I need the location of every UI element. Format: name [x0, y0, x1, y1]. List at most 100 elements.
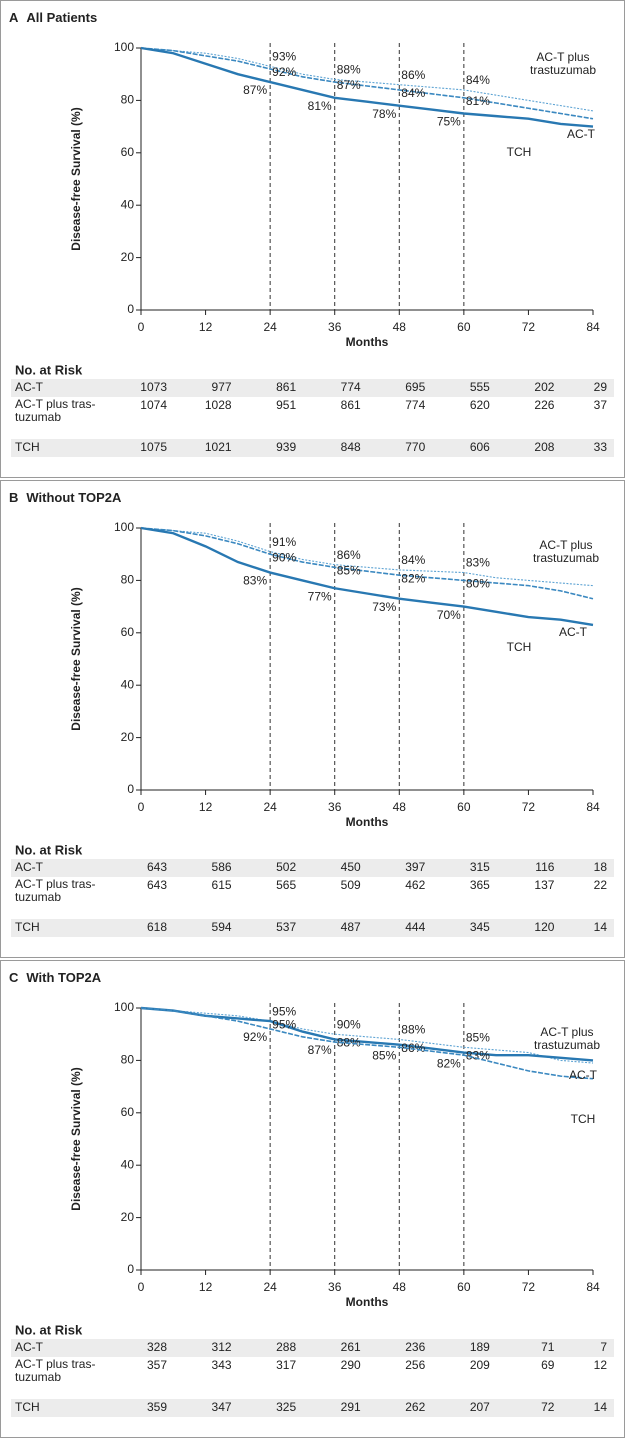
risk-value: 256 — [405, 1358, 425, 1372]
survival-curve — [140, 527, 594, 600]
y-tick-label: 20 — [121, 1210, 135, 1224]
risk-value: 502 — [276, 860, 296, 874]
landmark-label: 84% — [401, 86, 425, 100]
risk-value: 594 — [212, 920, 232, 934]
y-tick-label: 20 — [121, 250, 135, 264]
y-axis-label: Disease-free Survival (%) — [69, 107, 83, 250]
x-tick-label: 36 — [328, 800, 342, 814]
panel-title: B Without TOP2A — [9, 490, 122, 505]
landmark-label: 83% — [466, 556, 490, 570]
landmark-label: 85% — [372, 1048, 396, 1062]
landmark-label: 81% — [466, 94, 490, 108]
landmark-label: 84% — [401, 553, 425, 567]
risk-value: 189 — [470, 1340, 490, 1354]
risk-value: 620 — [470, 398, 490, 412]
risk-value: 951 — [276, 398, 296, 412]
y-tick-label: 60 — [121, 625, 135, 639]
risk-value: 606 — [470, 440, 490, 454]
survival-curve — [140, 47, 594, 112]
panel-letter: C — [9, 970, 19, 985]
risk-value: 202 — [534, 380, 554, 394]
risk-value: 618 — [147, 920, 167, 934]
risk-value: 848 — [341, 440, 361, 454]
x-tick-label: 12 — [199, 1280, 213, 1294]
y-tick-label: 40 — [121, 677, 135, 691]
landmark-label: 75% — [437, 115, 461, 129]
landmark-label: 80% — [466, 577, 490, 591]
curve-label: TCH — [506, 145, 532, 159]
x-tick-label: 84 — [586, 1280, 600, 1294]
risk-value: 71 — [541, 1340, 555, 1354]
panel-title: A All Patients — [9, 10, 97, 25]
x-tick-label: 36 — [328, 1280, 342, 1294]
risk-row-label: TCH — [15, 920, 40, 934]
risk-value: 261 — [341, 1340, 361, 1354]
risk-row-label: TCH — [15, 440, 40, 454]
panel-letter: A — [9, 10, 19, 25]
row-band — [11, 919, 614, 937]
curve-label: AC-T — [569, 1068, 597, 1082]
row-band — [11, 439, 614, 457]
risk-value: 209 — [470, 1358, 490, 1372]
chart: C With TOP2A 0 20 40 60 80 100 0 12 24 36 48 60 72 84 Mo… — [9, 970, 614, 1417]
y-tick-label: 60 — [121, 145, 135, 159]
risk-row-label: AC-T plus tras-tuzumab — [15, 1357, 96, 1384]
risk-value: 315 — [470, 860, 490, 874]
x-tick-label: 72 — [522, 1280, 536, 1294]
chart: A All Patients 0 20 40 60 80 100 0 12 24 36 48 60 72 84… — [9, 10, 614, 457]
x-axis-label: Months — [346, 815, 389, 829]
risk-value: 343 — [212, 1358, 232, 1372]
risk-value: 586 — [212, 860, 232, 874]
risk-value: 487 — [341, 920, 361, 934]
risk-value: 643 — [147, 878, 167, 892]
risk-value: 37 — [594, 398, 608, 412]
risk-value: 615 — [212, 878, 232, 892]
risk-value: 537 — [276, 920, 296, 934]
landmark-label: 82% — [437, 1056, 461, 1070]
x-tick-label: 12 — [199, 800, 213, 814]
risk-value: 509 — [341, 878, 361, 892]
title: With TOP2A — [26, 970, 101, 985]
risk-value: 7 — [600, 1340, 607, 1354]
landmark-label: 92% — [243, 1030, 267, 1044]
x-tick-label: 60 — [457, 320, 471, 334]
landmark-label: 87% — [308, 1043, 332, 1057]
risk-value: 347 — [212, 1400, 232, 1414]
risk-value: 312 — [212, 1340, 232, 1354]
risk-value: 29 — [594, 380, 608, 394]
risk-row-label: AC-T plus tras-tuzumab — [15, 397, 96, 424]
risk-value: 357 — [147, 1358, 167, 1372]
risk-value: 1021 — [205, 440, 232, 454]
risk-value: 137 — [534, 878, 554, 892]
x-tick-label: 0 — [138, 800, 145, 814]
risk-value: 365 — [470, 878, 490, 892]
x-tick-label: 84 — [586, 800, 600, 814]
survival-curve — [140, 47, 594, 120]
landmark-label: 82% — [401, 571, 425, 585]
x-tick-label: 84 — [586, 320, 600, 334]
x-tick-label: 36 — [328, 320, 342, 334]
landmark-label: 93% — [272, 50, 296, 64]
y-tick-label: 0 — [127, 302, 134, 316]
y-tick-label: 100 — [114, 1000, 134, 1014]
risk-value: 774 — [341, 380, 361, 394]
panel: B Without TOP2A 0 20 40 60 80 100 0 12 24 36 48 60 72 8… — [0, 480, 625, 958]
title: All Patients — [26, 10, 97, 25]
risk-title: No. at Risk — [15, 842, 83, 857]
survival-curve — [140, 1007, 594, 1064]
x-tick-label: 72 — [522, 800, 536, 814]
x-tick-label: 24 — [263, 1280, 277, 1294]
curve-label: TCH — [506, 640, 532, 654]
y-tick-label: 40 — [121, 1157, 135, 1171]
risk-row-label: TCH — [15, 1400, 40, 1414]
y-tick-label: 100 — [114, 520, 134, 534]
y-tick-label: 0 — [127, 782, 134, 796]
y-axis-label: Disease-free Survival (%) — [69, 1067, 83, 1210]
risk-value: 770 — [405, 440, 425, 454]
landmark-label: 78% — [372, 107, 396, 121]
risk-value: 695 — [405, 380, 425, 394]
risk-value: 291 — [341, 1400, 361, 1414]
y-tick-label: 20 — [121, 730, 135, 744]
risk-row-label: AC-T — [15, 860, 43, 874]
